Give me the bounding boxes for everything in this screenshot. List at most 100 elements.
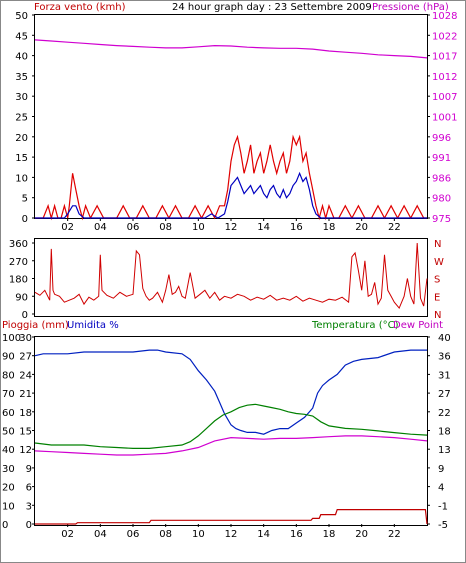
temperature-line xyxy=(34,403,428,449)
pressure-axis-title: Pressione (hPa) xyxy=(372,2,449,13)
direction-y-tick-label: 0 xyxy=(22,310,28,321)
wind-y-tick-label: 20 xyxy=(15,133,28,144)
direction-y-tick-label: 360 xyxy=(9,239,28,250)
temp-x-tick-label: 12 xyxy=(225,529,238,540)
wind-y-tick-label: 45 xyxy=(15,31,28,42)
rain-y-tick-label: 0 xyxy=(26,520,32,531)
rain-y-tick-label: 24 xyxy=(19,370,32,381)
temperature-y-tick-label: 4 xyxy=(438,483,444,494)
wind-y-tick-label: 30 xyxy=(15,92,28,103)
pressure-y-tick-label: 996 xyxy=(432,133,451,144)
pressure-y-tick-label: 980 xyxy=(432,194,451,205)
wind-x-tick-label: 12 xyxy=(225,222,238,233)
humidity-line xyxy=(34,349,427,435)
temp-x-tick-label: 16 xyxy=(290,529,303,540)
humidity-y-tick-label: 10 xyxy=(2,501,15,512)
humidity-y-tick-label: 60 xyxy=(2,408,15,419)
compass-tick-label: S xyxy=(434,275,440,286)
pressure-y-tick-label: 986 xyxy=(432,173,451,184)
temp-panel-series xyxy=(34,349,428,525)
pressure-y-tick-label: 1017 xyxy=(432,52,457,63)
wind-y-tick-label: 0 xyxy=(22,214,28,225)
pressure-line xyxy=(34,39,428,59)
temperature-y-tick-label: 27 xyxy=(438,389,451,400)
rain-y-tick-label: 9 xyxy=(26,464,32,475)
wind-x-tick-label: 22 xyxy=(388,222,401,233)
compass-tick-label: N xyxy=(434,310,441,321)
chart-title: 24 hour graph day : 23 Settembre 2009 xyxy=(172,2,372,13)
rain-y-tick-label: 30 xyxy=(19,333,32,344)
temp-x-tick-label: 14 xyxy=(257,529,270,540)
dewpoint-line xyxy=(34,435,428,456)
humidity-y-tick-label: 50 xyxy=(2,427,15,438)
dewpoint-axis-title: Dew Point xyxy=(393,320,443,331)
temperature-y-tick-label: 36 xyxy=(438,352,451,363)
wind-x-tick-label: 04 xyxy=(94,222,107,233)
wind-x-tick-label: 02 xyxy=(61,222,74,233)
wind-x-tick-label: 14 xyxy=(257,222,270,233)
wind-x-tick-label: 08 xyxy=(159,222,172,233)
wind-x-tick-label: 18 xyxy=(323,222,336,233)
direction-y-ticks: 0 90 180 270 360 xyxy=(9,239,35,321)
temp-x-tick-label: 20 xyxy=(355,529,368,540)
temp-x-tick-label: 08 xyxy=(159,529,172,540)
temperature-y-ticks: -5 -1 4 9 13 18 22 27 31 36 40 xyxy=(427,333,451,531)
wind-y-tick-label: 40 xyxy=(15,52,28,63)
humidity-y-tick-label: 0 xyxy=(2,520,8,531)
pressure-y-ticks: 975 980 986 991 996 1001 1007 1012 1017 1022 1028 xyxy=(427,11,457,225)
wind-y-tick-label: 35 xyxy=(15,72,28,83)
humidity-y-tick-label: 70 xyxy=(2,389,15,400)
humidity-y-tick-label: 80 xyxy=(2,370,15,381)
humidity-y-tick-label: 40 xyxy=(2,445,15,456)
wind-x-tick-label: 10 xyxy=(192,222,205,233)
compass-tick-label: W xyxy=(434,257,444,268)
direction-y-tick-label: 270 xyxy=(9,257,28,268)
rain-y-tick-label: 15 xyxy=(19,427,32,438)
wind-x-tick-label: 20 xyxy=(355,222,368,233)
temp-x-tick-label: 10 xyxy=(192,529,205,540)
humidity-y-tick-label: 20 xyxy=(2,483,15,494)
rain-line xyxy=(35,509,428,525)
temperature-axis-title: Temperatura (°C) xyxy=(311,320,399,331)
temp-x-tick-label: 18 xyxy=(323,529,336,540)
temp-x-tick-label: 04 xyxy=(94,529,107,540)
temperature-y-tick-label: 9 xyxy=(438,464,444,475)
pressure-y-tick-label: 1001 xyxy=(432,113,457,124)
wind-y-tick-label: 50 xyxy=(15,11,28,22)
temperature-y-tick-label: 18 xyxy=(438,427,451,438)
direction-y-tick-label: 180 xyxy=(9,275,28,286)
direction-series xyxy=(34,242,428,310)
wind-y-ticks: 0 5 10 15 20 25 30 35 40 45 50 xyxy=(15,11,35,225)
wind-x-tick-label: 06 xyxy=(127,222,140,233)
wind-avg-line xyxy=(35,171,427,219)
wind-series xyxy=(34,39,428,221)
wind-y-tick-label: 10 xyxy=(15,173,28,184)
rain-y-tick-label: 12 xyxy=(19,445,32,456)
pressure-y-tick-label: 1022 xyxy=(432,31,457,42)
temp-x-tick-label: 02 xyxy=(61,529,74,540)
pressure-y-tick-label: 991 xyxy=(432,153,451,164)
wind-x-tick-label: 16 xyxy=(290,222,303,233)
rain-y-tick-label: 6 xyxy=(26,483,32,494)
temperature-y-tick-label: -1 xyxy=(438,501,448,512)
humidity-y-tick-label: 30 xyxy=(2,464,15,475)
rain-y-tick-label: 18 xyxy=(19,408,32,419)
pressure-y-tick-label: 1007 xyxy=(432,92,457,103)
direction-panel-frame xyxy=(34,238,428,317)
compass-tick-label: E xyxy=(434,292,440,303)
direction-line xyxy=(34,242,428,310)
rain-y-tick-label: 27 xyxy=(19,352,32,363)
rain-axis-title: Pioggia (mm) xyxy=(2,320,69,331)
temperature-y-tick-label: -5 xyxy=(438,520,448,531)
wind-y-tick-label: 5 xyxy=(22,194,28,205)
pressure-y-tick-label: 1028 xyxy=(432,11,457,22)
compass-tick-label: N xyxy=(434,239,441,250)
humidity-y-tick-label: 100 xyxy=(2,333,21,344)
temp-panel-x-ticks: 02 04 06 08 10 12 14 16 18 20 22 xyxy=(61,524,401,540)
wind-y-tick-label: 15 xyxy=(15,153,28,164)
humidity-y-tick-label: 90 xyxy=(2,352,15,363)
